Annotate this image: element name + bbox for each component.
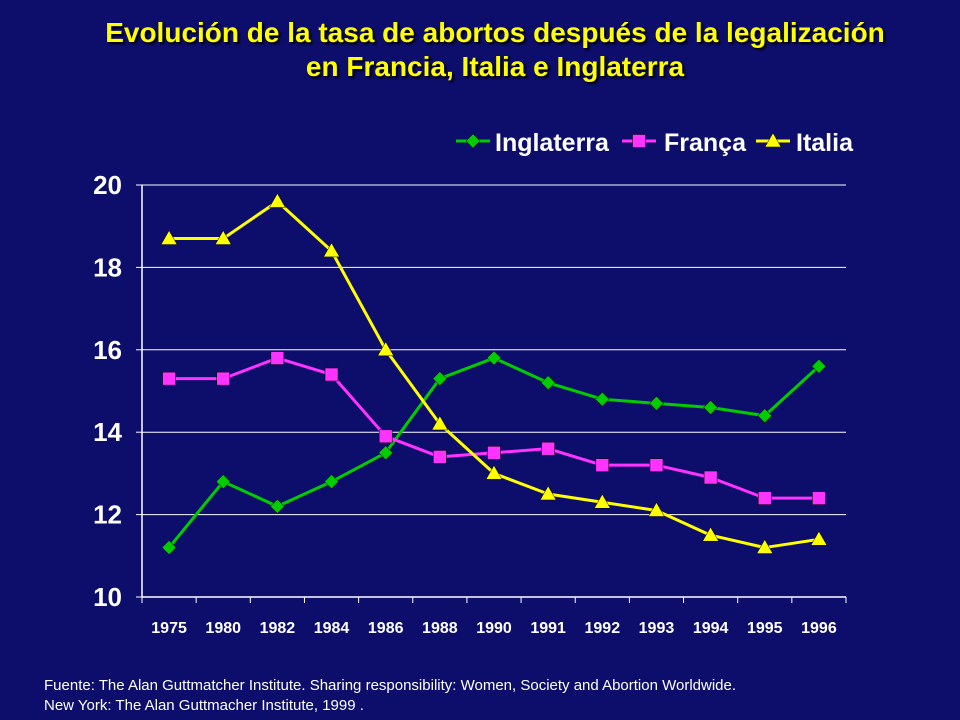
legend-label-frana: França	[664, 129, 747, 157]
data-point-inglaterra	[270, 499, 285, 514]
source-note: Fuente: The Alan Guttmatcher Institute. …	[44, 676, 736, 716]
source-line-2: New York: The Alan Guttmacher Institute,…	[44, 697, 364, 714]
data-point-italia	[160, 230, 178, 245]
x-tick-label: 1996	[801, 620, 837, 637]
data-point-italia	[648, 501, 665, 517]
y-tick-label: 14	[93, 417, 122, 447]
data-point-frana	[216, 371, 230, 386]
y-tick-label: 12	[93, 500, 122, 530]
data-point-inglaterra	[594, 391, 610, 407]
data-point-inglaterra	[703, 400, 718, 415]
y-tick-label: 18	[93, 252, 122, 282]
legend-marker-inglaterra	[465, 133, 481, 149]
x-tick-label: 1982	[260, 620, 296, 637]
x-tick-label: 1992	[585, 620, 621, 637]
x-tick-label: 1984	[314, 620, 350, 637]
data-point-italia	[810, 530, 828, 546]
x-tick-label: 1988	[422, 620, 458, 637]
legend-marker-frana	[632, 134, 646, 148]
data-point-italia	[702, 526, 720, 542]
data-point-frana	[378, 429, 393, 444]
x-tick-label: 1994	[693, 620, 729, 637]
legend-label-italia: Italia	[796, 129, 854, 157]
title-line-2: en Francia, Italia e Inglaterra	[305, 51, 685, 82]
chart-title: Evolución de la tasa de abortos después …	[0, 16, 960, 84]
data-point-italia	[268, 192, 286, 208]
data-point-frana	[162, 371, 176, 386]
source-line-1: Fuente: The Alan Guttmatcher Institute. …	[44, 677, 737, 694]
legend-label-inglaterra: Inglaterra	[495, 129, 610, 157]
data-point-frana	[812, 491, 826, 505]
data-point-inglaterra	[215, 474, 231, 489]
data-point-italia	[377, 341, 395, 357]
data-point-inglaterra	[432, 371, 448, 386]
data-point-italia	[593, 493, 611, 509]
data-point-frana	[649, 458, 664, 472]
series-line-italia	[169, 199, 820, 550]
x-tick-label: 1993	[639, 620, 675, 637]
data-point-italia	[485, 464, 503, 480]
data-point-inglaterra	[161, 540, 177, 555]
data-point-inglaterra	[811, 358, 827, 374]
data-point-italia	[756, 539, 774, 554]
data-point-frana	[703, 470, 718, 485]
data-point-frana	[758, 491, 772, 505]
data-point-inglaterra	[378, 445, 394, 461]
data-point-inglaterra	[324, 474, 339, 489]
x-tick-label: 1986	[368, 620, 404, 637]
y-tick-label: 20	[93, 170, 122, 200]
legend-marker-italia	[764, 132, 782, 148]
x-tick-label: 1995	[747, 620, 783, 637]
x-tick-label: 1975	[151, 620, 187, 637]
data-point-frana	[324, 367, 339, 382]
x-tick-label: 1980	[205, 620, 241, 637]
x-tick-label: 1991	[530, 620, 566, 637]
y-tick-label: 10	[93, 582, 122, 612]
title-line-1: Evolución de la tasa de abortos después …	[105, 17, 885, 48]
data-point-italia	[431, 415, 449, 431]
data-point-italia	[214, 230, 232, 245]
data-point-inglaterra	[649, 396, 664, 411]
data-point-frana	[270, 351, 285, 365]
data-point-frana	[541, 441, 555, 456]
y-tick-label: 16	[93, 335, 122, 365]
data-point-italia	[323, 242, 340, 258]
data-point-italia	[539, 485, 557, 501]
x-tick-label: 1990	[476, 620, 512, 637]
data-point-frana	[487, 446, 501, 460]
data-point-inglaterra	[540, 375, 556, 391]
data-point-inglaterra	[486, 350, 502, 366]
data-point-frana	[433, 450, 447, 464]
data-point-inglaterra	[757, 408, 773, 424]
data-point-frana	[595, 458, 610, 472]
